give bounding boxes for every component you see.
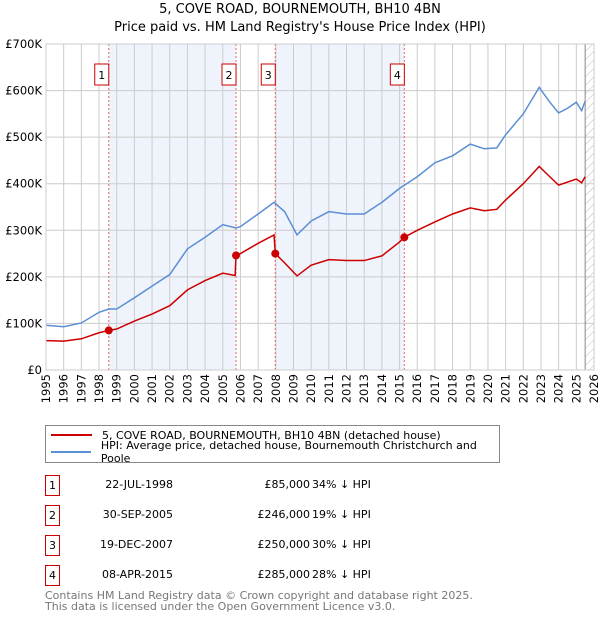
chart-subtitle: Price paid vs. HM Land Registry's House … [114,20,486,35]
footer: Contains HM Land Registry data © Crown c… [45,590,473,612]
forecast-hatch [585,44,594,370]
x-tick-label: 2001 [145,374,159,403]
sale-number: 2 [45,505,60,526]
sale-date: 22-JUL-1998 [105,478,173,491]
x-tick-label: 2014 [375,374,389,403]
chart-title: 5, COVE ROAD, BOURNEMOUTH, BH10 4BN [159,2,441,17]
x-tick-label: 2013 [357,374,371,403]
plot-frame [45,43,595,371]
x-tick-label: 2005 [216,374,230,403]
sale-point [271,249,280,258]
sale-number: 3 [45,535,60,556]
x-tick-label: 2024 [552,374,566,403]
sale-badge-label: 2 [226,69,233,82]
x-tick-label: 2000 [127,374,141,403]
x-tick-label: 2007 [251,374,265,403]
sale-badge-label: 3 [265,69,272,82]
series-line-hpi [45,85,586,328]
sale-row: 4 08-APR-2015 £285,000 28% ↓ HPI [45,565,445,586]
sale-badge [260,63,276,86]
x-tick-label: 2011 [322,374,336,403]
legend-label: 5, COVE ROAD, BOURNEMOUTH, BH10 4BN (det… [102,428,441,442]
x-tick-label: 1997 [74,374,88,403]
sale-date: 30-SEP-2005 [102,508,173,521]
sale-badge-label: 1 [98,69,105,82]
legend-swatch [51,434,92,436]
shaded-period [108,44,237,370]
x-tick-label: 2020 [481,374,495,403]
sale-point [400,233,409,242]
x-tick-label: 2022 [516,374,530,403]
sale-date: 19-DEC-2007 [99,538,173,551]
x-tick-label: 1996 [57,374,71,403]
y-tick-label: £600K [5,84,42,98]
x-tick-label: 2004 [198,374,212,403]
x-tick-label: 2021 [499,374,513,403]
x-tick-label: 2019 [463,374,477,403]
sale-hpi-diff: 19% ↓ HPI [312,508,371,521]
sale-badge [221,63,237,86]
legend-label: HPI: Average price, detached house, Bour… [100,439,477,465]
sale-price: £285,000 [257,568,311,581]
sale-badge [94,63,110,86]
x-tick-label: 2012 [340,374,354,403]
y-tick-label: £0 [27,363,42,377]
series-line-property [45,165,586,342]
sale-badge-label: 4 [394,69,401,82]
legend: 5, COVE ROAD, BOURNEMOUTH, BH10 4BN (det… [45,425,500,465]
legend-item-hpi: HPI: Average price, detached house, Bour… [51,439,499,465]
x-tick-label: 1998 [92,374,106,403]
x-tick-label: 2008 [269,374,283,403]
sale-hpi-diff: 28% ↓ HPI [312,568,371,581]
x-tick-label: 1999 [110,374,124,403]
y-tick-label: £500K [5,130,42,144]
footer-line: This data is licensed under the Open Gov… [45,600,396,613]
x-tick-label: 2023 [534,374,548,403]
price-chart: 1995 1996 1997 1998 1999 2000 2001 2002 2003 2004… [5,37,600,403]
footer-line: Contains HM Land Registry data © Crown c… [45,589,473,602]
x-tick-label: 1995 [39,374,53,403]
sale-point [232,251,241,260]
shaded-period [275,44,405,370]
sale-row: 3 19-DEC-2007 £250,000 30% ↓ HPI [45,535,445,556]
x-tick-label: 2010 [304,374,318,403]
x-tick-label: 2026 [587,374,600,403]
y-tick-label: £200K [5,270,42,284]
legend-swatch [51,451,91,453]
y-tick-label: £400K [5,177,42,191]
x-tick-label: 2025 [569,374,583,403]
sale-number: 1 [45,475,60,496]
legend-item-property: 5, COVE ROAD, BOURNEMOUTH, BH10 4BN (det… [51,427,441,443]
x-tick-label: 2003 [180,374,194,403]
x-tick-label: 2002 [163,374,177,403]
sale-row: 2 30-SEP-2005 £246,000 19% ↓ HPI [45,505,445,526]
sale-price: £246,000 [257,508,311,521]
y-tick-label: £700K [5,37,42,51]
y-tick-label: £300K [5,223,42,237]
sale-hpi-diff: 30% ↓ HPI [312,538,371,551]
sale-number: 4 [45,565,60,586]
x-tick-label: 2018 [446,374,460,403]
sale-date: 08-APR-2015 [101,568,173,581]
y-tick-label: £100K [5,316,42,330]
sale-point [104,326,113,335]
x-tick-label: 2016 [410,374,424,403]
sale-price: £250,000 [257,538,311,551]
sale-hpi-diff: 34% ↓ HPI [312,478,371,491]
sale-price: £85,000 [264,478,311,491]
x-tick-label: 2015 [393,374,407,403]
x-tick-label: 2006 [233,374,247,403]
x-tick-label: 2009 [286,374,300,403]
sale-row: 1 22-JUL-1998 £85,000 34% ↓ HPI [45,475,445,496]
sale-badge [389,63,405,86]
x-tick-label: 2017 [428,374,442,403]
